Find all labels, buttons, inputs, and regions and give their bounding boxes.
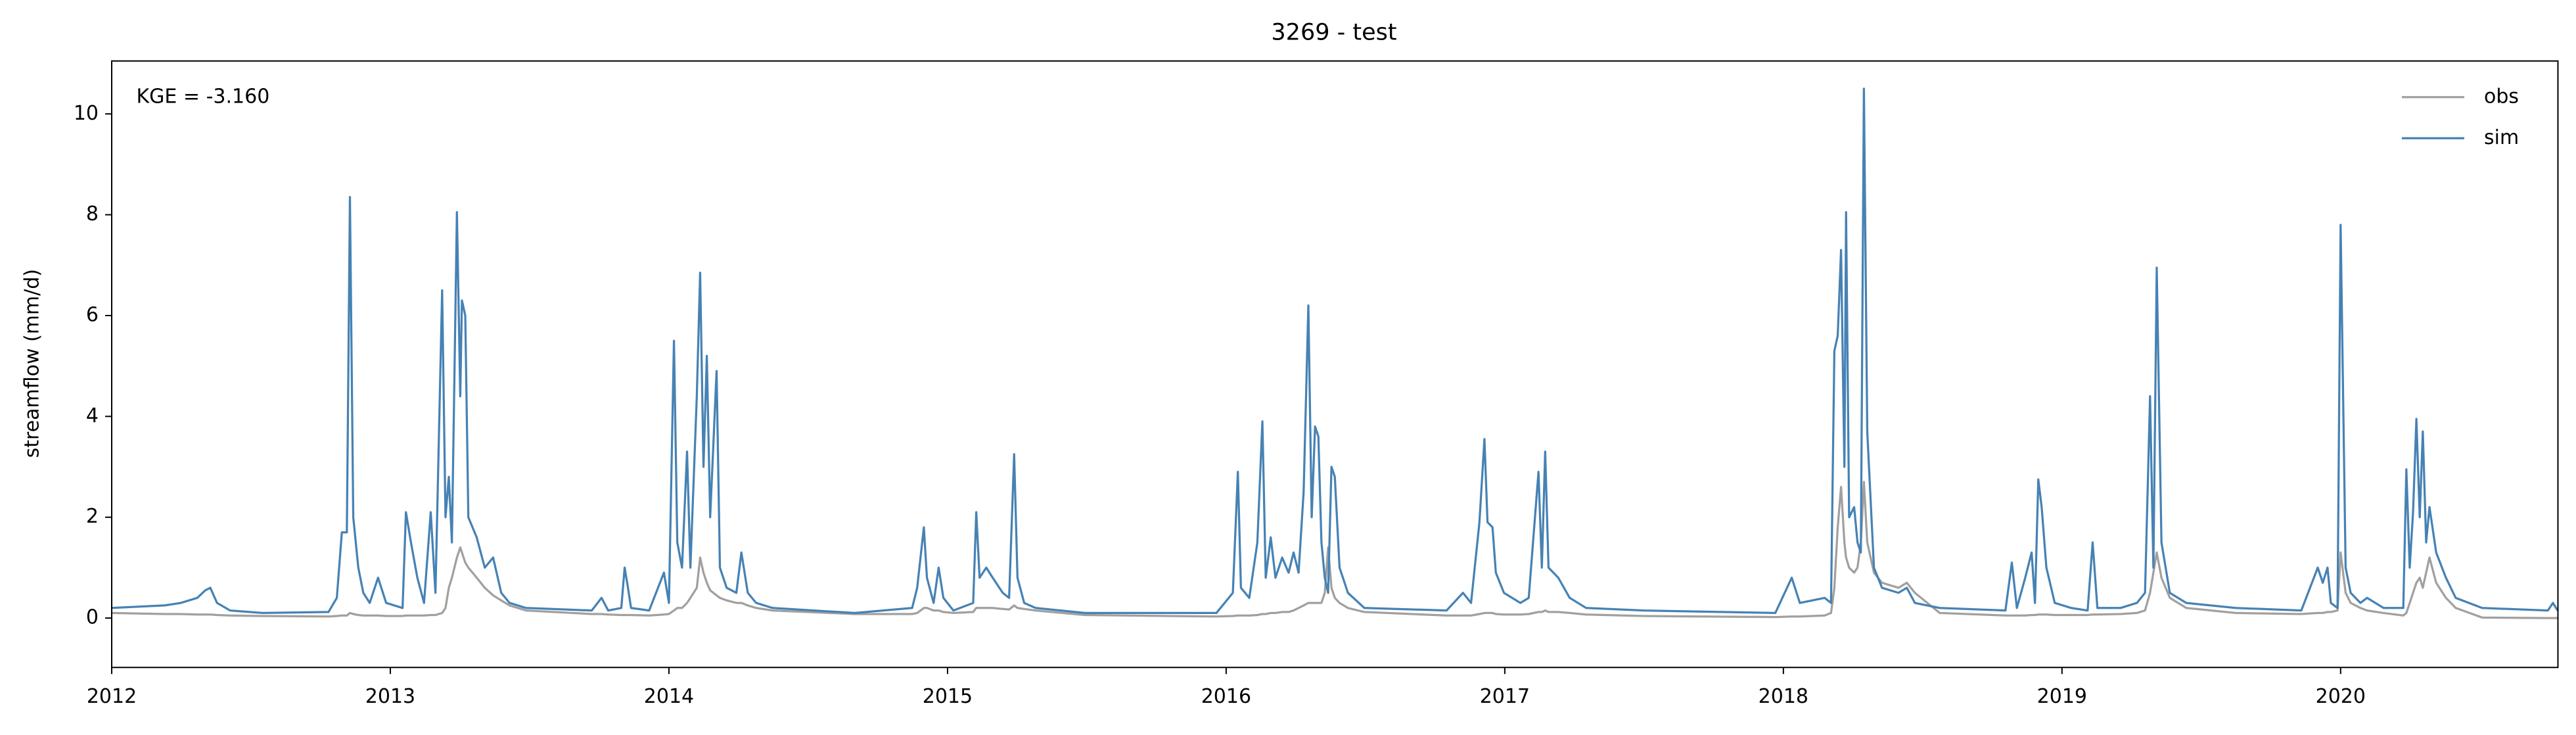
legend-label: obs [2484,85,2519,108]
y-axis-label: streamflow (mm/d) [21,269,44,458]
series-line [112,481,2558,619]
x-tick-label: 2019 [2037,685,2087,708]
y-tick-label: 10 [74,102,99,125]
y-tick-label: 0 [86,606,99,629]
plot-frame [111,60,2559,669]
series-line [112,87,2558,615]
y-tick-label: 4 [86,404,99,427]
annotation: KGE = -3.160 [137,85,270,108]
x-tick-label: 2016 [1201,685,1251,708]
chart-title: 3269 - test [1271,19,1396,45]
x-tick-label: 2012 [87,685,137,708]
x-tick-label: 2018 [1759,685,1808,708]
x-tick-label: 2015 [923,685,973,708]
x-tick-label: 2014 [644,685,694,708]
x-tick-label: 2013 [365,685,415,708]
legend-label: sim [2484,126,2519,149]
y-tick-label: 6 [86,304,99,327]
x-tick-label: 2017 [1480,685,1530,708]
x-tick-label: 2020 [2316,685,2366,708]
y-tick-label: 8 [86,202,99,225]
y-tick-label: 2 [86,505,99,528]
